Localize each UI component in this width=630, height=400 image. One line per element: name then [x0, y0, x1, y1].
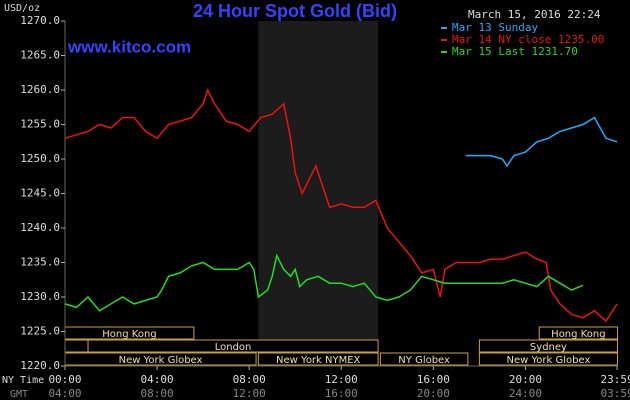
- market-label: London: [215, 342, 252, 353]
- y-tick-label: 1260.0: [20, 83, 60, 96]
- x2-axis-label: GMT: [10, 389, 28, 400]
- legend-label: Mar 15 Last 1231.70: [452, 45, 578, 58]
- y-tick-label: 1240.0: [20, 221, 60, 234]
- x-tick-label: 20:00: [509, 373, 542, 386]
- market-session: [87, 339, 379, 353]
- legend-label: Mar 13 Sunday: [452, 21, 538, 34]
- series-line: [64, 253, 584, 312]
- y-tick-label: 1220.0: [20, 359, 60, 372]
- x2-tick-label: 20:00: [417, 387, 450, 400]
- series-line: [64, 88, 618, 323]
- x-tick-label: 23:59: [600, 373, 630, 386]
- x-tick-label: 04:00: [141, 373, 174, 386]
- x-tick-label: 00:00: [48, 373, 81, 386]
- x-tick-label: 12:00: [325, 373, 358, 386]
- timestamp: March 15, 2016 22:24: [468, 8, 601, 21]
- market-session: [257, 352, 379, 366]
- x2-tick-label: 03:59: [600, 387, 630, 400]
- market-label: Sydney: [530, 342, 567, 353]
- y-tick-label: 1235.0: [20, 256, 60, 269]
- market-session: [478, 339, 618, 353]
- x2-tick-label: 16:00: [325, 387, 358, 400]
- x-tick-label: 16:00: [417, 373, 450, 386]
- series-line: [465, 116, 618, 168]
- market-label: Hong Kong: [551, 329, 605, 340]
- market-label: NY Globex: [398, 355, 450, 366]
- market-session: [478, 352, 618, 366]
- x-tick-label: 08:00: [233, 373, 266, 386]
- y-tick-label: 1225.0: [20, 325, 60, 338]
- market-label: New York NYMEX: [276, 355, 361, 366]
- y-tick-label: 1255.0: [20, 118, 60, 131]
- market-label: Hong Kong: [102, 329, 156, 340]
- market-label: New York Globex: [507, 355, 591, 366]
- shaded-range: [258, 21, 379, 366]
- x2-tick-label: 24:00: [509, 387, 542, 400]
- market-label: New York Globex: [119, 355, 203, 366]
- x2-tick-label: 04:00: [48, 387, 81, 400]
- x-axis-label: NY Time: [2, 375, 44, 386]
- market-session: [538, 326, 619, 340]
- y-tick-label: 1270.0: [20, 14, 60, 27]
- y-axis-label: USD/oz: [4, 3, 40, 14]
- y-tick-label: 1250.0: [20, 152, 60, 165]
- market-session: [64, 339, 89, 353]
- market-session: [379, 352, 469, 366]
- x2-tick-label: 12:00: [233, 387, 266, 400]
- chart-title: 24 Hour Spot Gold (Bid): [193, 1, 397, 21]
- y-tick-label: 1245.0: [20, 187, 60, 200]
- source: www.kitco.com: [67, 37, 191, 56]
- y-tick-label: 1265.0: [20, 49, 60, 62]
- y-tick-label: 1230.0: [20, 290, 60, 303]
- x2-tick-label: 08:00: [141, 387, 174, 400]
- legend-label: Mar 14 NY close 1235.00: [452, 33, 604, 46]
